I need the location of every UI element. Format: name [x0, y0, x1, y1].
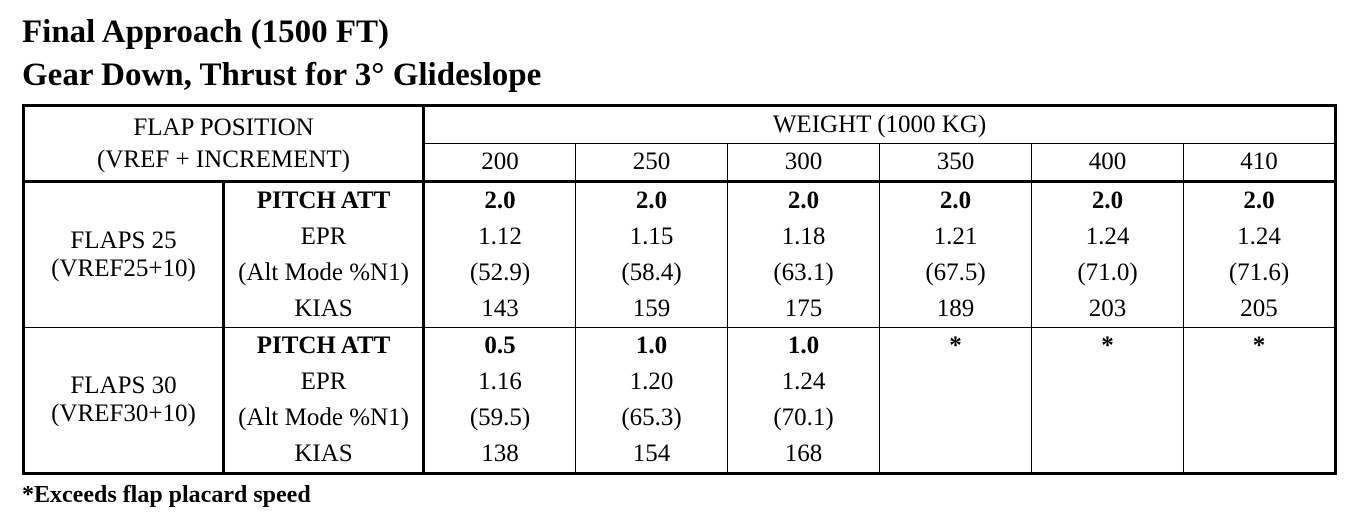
header-row: FLAP POSITION (VREF + INCREMENT) WEIGHT (1… — [23, 105, 1336, 183]
footnote: *Exceeds flap placard speed — [22, 482, 311, 508]
flap-speed: (VREF25+10) — [51, 255, 196, 282]
weight-header: WEIGHT (1000 KG) — [423, 105, 1336, 144]
empty-cell — [879, 400, 1033, 436]
param: (Alt Mode %N1) — [223, 255, 426, 291]
header-row: 200 250 300 350 400 410 — [24, 143, 1337, 183]
value: * — [879, 327, 1033, 364]
value: 1.15 — [575, 219, 729, 255]
value: (52.9) — [423, 255, 577, 291]
empty-cell — [1031, 364, 1185, 400]
weight: 300 — [727, 143, 881, 183]
value: 1.24 — [1031, 219, 1185, 255]
value: 2.0 — [1183, 181, 1337, 219]
param: (Alt Mode %N1) — [223, 400, 426, 436]
data-row: EPR 1.12 1.15 1.18 1.21 1.24 1.24 — [24, 219, 1337, 255]
value: 2.0 — [879, 181, 1033, 219]
value: 143 — [423, 291, 577, 328]
empty-cell — [879, 436, 1033, 474]
empty-cell — [1183, 364, 1337, 400]
value: 1.16 — [423, 364, 577, 400]
empty-cell — [1031, 400, 1185, 436]
param: PITCH ATT — [223, 181, 426, 219]
value: 1.18 — [727, 219, 881, 255]
data-row: (Alt Mode %N1) (52.9) (58.4) (63.1) (67.5) (7… — [24, 255, 1337, 291]
value: * — [1031, 327, 1185, 364]
value: (59.5) — [423, 400, 577, 436]
weight: 200 — [423, 143, 577, 183]
weight: 250 — [575, 143, 729, 183]
value: (65.3) — [575, 400, 729, 436]
flap-label: FLAPS 30 — [70, 372, 177, 399]
value: 154 — [575, 436, 729, 474]
title: Final Approach (1500 FT) — [22, 14, 390, 50]
param: EPR — [223, 219, 426, 255]
flap-label: FLAPS 25 — [70, 227, 177, 254]
value: (67.5) — [879, 255, 1033, 291]
value: 1.24 — [727, 364, 881, 400]
value: * — [1183, 327, 1337, 364]
empty-cell — [1183, 436, 1337, 474]
value: 1.0 — [727, 327, 881, 364]
flap-cell: FLAPS 30 (VREF30+10) — [23, 327, 225, 474]
weight: 410 — [1183, 143, 1337, 183]
value: 2.0 — [423, 181, 577, 219]
subtitle: Gear Down, Thrust for 3° Glideslope — [22, 57, 542, 93]
empty-cell — [1183, 400, 1337, 436]
empty-cell — [1031, 436, 1185, 474]
value: (63.1) — [727, 255, 881, 291]
value: (70.1) — [727, 400, 881, 436]
weight: 350 — [879, 143, 1033, 183]
data-row: KIAS 138 154 168 — [24, 436, 1337, 474]
data-row: FLAPS 25 (VREF25+10) PITCH ATT 2.0 2.0 2.0 2.0… — [23, 181, 1337, 328]
value: 1.21 — [879, 219, 1033, 255]
flap-header-line: FLAP POSITION — [133, 113, 314, 141]
param: KIAS — [223, 436, 426, 474]
value: 189 — [879, 291, 1033, 328]
data-row: EPR 1.16 1.20 1.24 — [24, 364, 1337, 400]
value: 1.0 — [575, 327, 729, 364]
value: 1.24 — [1183, 219, 1337, 255]
value: 205 — [1183, 291, 1337, 328]
value: 2.0 — [1031, 181, 1185, 219]
param: PITCH ATT — [223, 327, 426, 364]
value: 2.0 — [727, 181, 881, 219]
value: 175 — [727, 291, 881, 328]
value: 1.12 — [423, 219, 577, 255]
weight: 400 — [1031, 143, 1185, 183]
data-row: FLAPS 30 (VREF30+10) PITCH ATT 0.5 1.0 1.0 * * * — [23, 327, 1337, 474]
data-row: (Alt Mode %N1) (59.5) (65.3) (70.1) — [24, 400, 1337, 436]
param: EPR — [223, 364, 426, 400]
empty-cell — [879, 364, 1033, 400]
value: (71.0) — [1031, 255, 1185, 291]
value: 159 — [575, 291, 729, 328]
flap-header: FLAP POSITION (VREF + INCREMENT) — [23, 105, 426, 183]
table: FLAP POSITION (VREF + INCREMENT) WEIGHT (1… — [22, 104, 1338, 475]
value: 138 — [423, 436, 577, 474]
value: 0.5 — [423, 327, 577, 364]
value: (58.4) — [575, 255, 729, 291]
flap-header-line: (VREF + INCREMENT) — [97, 145, 350, 173]
data-row: KIAS 143 159 175 189 203 205 — [24, 291, 1337, 328]
value: 168 — [727, 436, 881, 474]
value: 1.20 — [575, 364, 729, 400]
param: KIAS — [223, 291, 426, 328]
flap-speed: (VREF30+10) — [51, 400, 196, 427]
flap-cell: FLAPS 25 (VREF25+10) — [23, 181, 225, 328]
value: (71.6) — [1183, 255, 1337, 291]
value: 203 — [1031, 291, 1185, 328]
value: 2.0 — [575, 181, 729, 219]
